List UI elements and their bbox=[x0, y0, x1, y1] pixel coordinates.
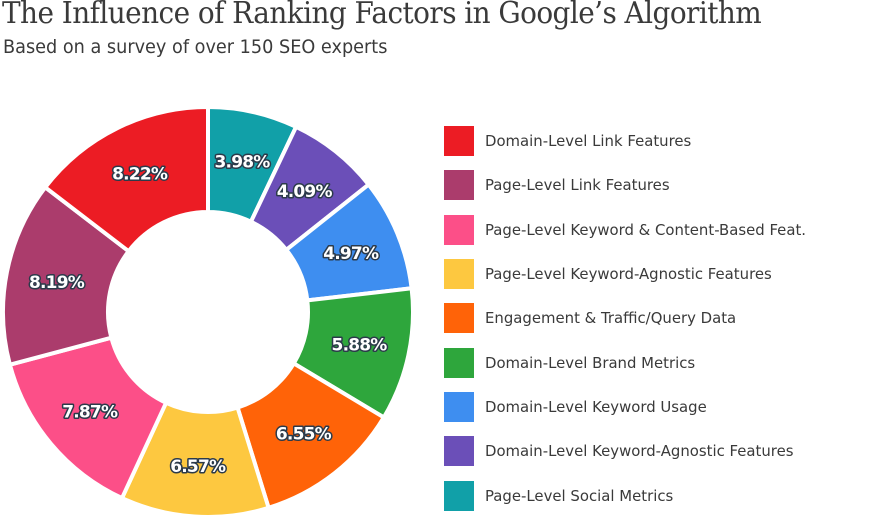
legend-label: Page-Level Link Features bbox=[485, 176, 670, 195]
slice-value-label: 6.57% bbox=[170, 457, 226, 477]
legend-swatch bbox=[444, 391, 474, 422]
slice-value-label: 8.19% bbox=[29, 273, 85, 293]
legend-label: Domain-Level Keyword Usage bbox=[485, 397, 707, 416]
legend-label: Domain-Level Link Features bbox=[485, 132, 692, 151]
legend-swatch bbox=[444, 214, 474, 245]
legend-item: Domain-Level Brand Metrics bbox=[444, 340, 819, 384]
legend-label: Engagement & Traffic/Query Data bbox=[485, 309, 737, 328]
slice-value-label: 5.88% bbox=[332, 336, 388, 356]
legend-swatch bbox=[444, 480, 474, 511]
legend-swatch bbox=[444, 303, 474, 334]
legend-swatch bbox=[444, 347, 474, 378]
slice-value-label: 4.09% bbox=[277, 182, 333, 202]
donut-slice bbox=[1, 184, 132, 368]
donut-labels: 3.98% 4.09% 4.97% 5.88% 6.55% 6.57% 7.87% 8.19%… bbox=[27, 151, 389, 479]
donut-slice bbox=[7, 335, 169, 501]
donut-slices bbox=[1, 104, 415, 519]
donut-chart: 3.98% 4.09% 4.97% 5.88% 6.55% 6.57% 7.87% 8.19%… bbox=[1, 104, 415, 519]
legend-item: Page-Level Keyword & Content-Based Feat. bbox=[444, 208, 819, 252]
slice-value-label: 4.97% bbox=[323, 244, 379, 264]
legend-item: Domain-Level Link Features bbox=[444, 119, 819, 163]
legend-swatch bbox=[444, 436, 474, 467]
legend-item: Page-Level Link Features bbox=[444, 163, 819, 207]
legend-label: Domain-Level Brand Metrics bbox=[485, 353, 696, 372]
slice-value-label: 7.87% bbox=[62, 402, 118, 422]
legend-item: Page-Level Social Metrics bbox=[444, 473, 819, 517]
chart-subtitle: Based on a survey of over 150 SEO expert… bbox=[3, 36, 388, 58]
legend-label: Domain-Level Keyword-Agnostic Features bbox=[485, 442, 794, 461]
legend-swatch bbox=[444, 259, 474, 290]
legend-item: Engagement & Traffic/Query Data bbox=[444, 296, 819, 340]
legend: Domain-Level Link Features Page-Level Li… bbox=[444, 119, 819, 518]
chart-title: The Influence of Ranking Factors in Goog… bbox=[2, 0, 762, 31]
legend-swatch bbox=[444, 126, 474, 157]
legend-label: Page-Level Social Metrics bbox=[485, 486, 674, 505]
slice-value-label: 3.98% bbox=[215, 152, 271, 172]
slice-value-label: 6.55% bbox=[276, 425, 332, 445]
legend-swatch bbox=[444, 170, 474, 201]
legend-item: Domain-Level Keyword Usage bbox=[444, 385, 819, 429]
legend-item: Domain-Level Keyword-Agnostic Features bbox=[444, 429, 819, 473]
legend-label: Page-Level Keyword-Agnostic Features bbox=[485, 265, 772, 284]
slice-value-label: 8.22% bbox=[112, 164, 168, 184]
legend-item: Page-Level Keyword-Agnostic Features bbox=[444, 252, 819, 296]
legend-label: Page-Level Keyword & Content-Based Feat. bbox=[485, 220, 807, 239]
donut-slice bbox=[42, 104, 210, 254]
